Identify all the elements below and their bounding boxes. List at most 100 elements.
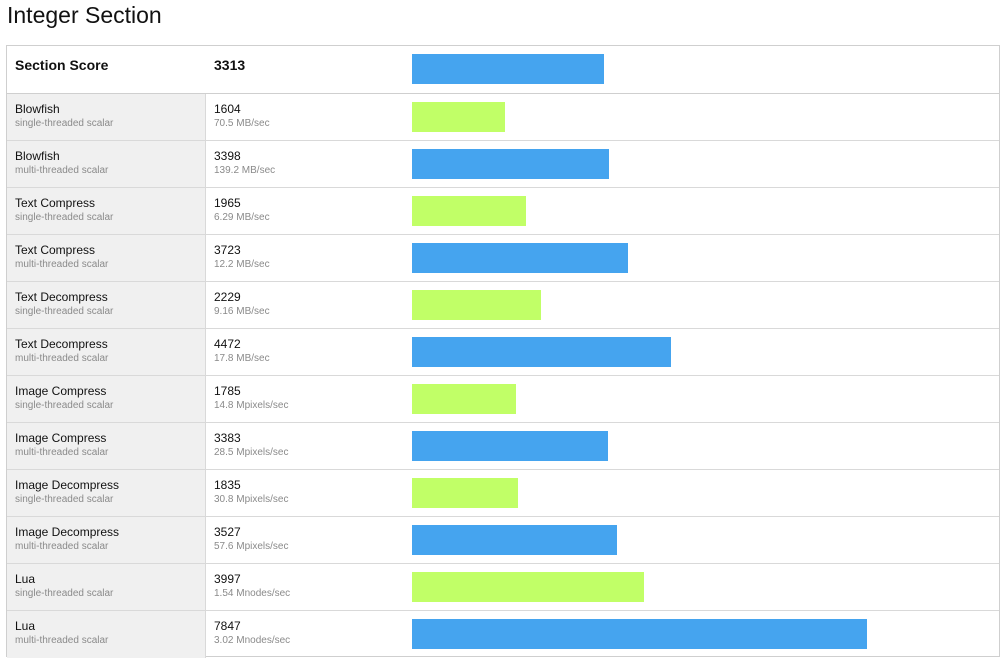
section-score-bar-cell bbox=[412, 46, 999, 93]
section-score-bar bbox=[412, 54, 604, 84]
workload-score-cell: 3723 12.2 MB/sec bbox=[206, 235, 406, 281]
workload-row-lua-single: Lua single-threaded scalar 3997 1.54 Mnodes… bbox=[7, 564, 999, 611]
workload-bar-cell bbox=[412, 94, 999, 140]
workload-bar-cell bbox=[412, 188, 999, 234]
workload-name: Text Compress bbox=[15, 243, 96, 257]
workload-score: 3997 bbox=[214, 572, 241, 586]
workload-name-cell: Image Decompress single-threaded scalar bbox=[7, 470, 206, 516]
workload-name-cell: Image Compress multi-threaded scalar bbox=[7, 423, 206, 469]
workload-name: Image Compress bbox=[15, 384, 107, 398]
score-bar-image-compress-single bbox=[412, 384, 516, 414]
workload-name-cell: Text Decompress single-threaded scalar bbox=[7, 282, 206, 328]
workload-rate: 6.29 MB/sec bbox=[214, 212, 270, 223]
workload-score: 3383 bbox=[214, 431, 241, 445]
score-bar-image-decompress-multi bbox=[412, 525, 617, 555]
workload-mode: multi-threaded scalar bbox=[15, 259, 109, 270]
workload-bar-cell bbox=[412, 376, 999, 422]
workload-name-cell: Text Compress multi-threaded scalar bbox=[7, 235, 206, 281]
workload-row-blowfish-single: Blowfish single-threaded scalar 1604 70.5 M… bbox=[7, 94, 999, 141]
workload-name-cell: Lua single-threaded scalar bbox=[7, 564, 206, 610]
workload-score: 3723 bbox=[214, 243, 241, 257]
section-score-label-cell: Section Score bbox=[7, 46, 206, 93]
workload-mode: multi-threaded scalar bbox=[15, 447, 109, 458]
workload-bar-cell bbox=[412, 470, 999, 516]
workload-name: Blowfish bbox=[15, 149, 60, 163]
workload-row-blowfish-multi: Blowfish multi-threaded scalar 3398 139.2 M… bbox=[7, 141, 999, 188]
workload-score: 1785 bbox=[214, 384, 241, 398]
workload-row-lua-multi: Lua multi-threaded scalar 7847 3.02 Mnodes/… bbox=[7, 611, 999, 658]
workload-rate: 28.5 Mpixels/sec bbox=[214, 447, 289, 458]
workload-score-cell: 4472 17.8 MB/sec bbox=[206, 329, 406, 375]
workload-rate: 14.8 Mpixels/sec bbox=[214, 400, 289, 411]
workload-rate: 139.2 MB/sec bbox=[214, 165, 276, 176]
workload-name: Lua bbox=[15, 572, 36, 586]
workload-name: Text Decompress bbox=[15, 337, 108, 351]
workload-name: Image Compress bbox=[15, 431, 107, 445]
workload-score-cell: 3398 139.2 MB/sec bbox=[206, 141, 406, 187]
workload-name: Blowfish bbox=[15, 102, 60, 116]
workload-mode: multi-threaded scalar bbox=[15, 165, 109, 176]
workload-row-text-compress-single: Text Compress single-threaded scalar 1965 6… bbox=[7, 188, 999, 235]
workload-score-cell: 1604 70.5 MB/sec bbox=[206, 94, 406, 140]
workload-score: 1835 bbox=[214, 478, 241, 492]
workload-mode: single-threaded scalar bbox=[15, 400, 114, 411]
score-bar-blowfish-single bbox=[412, 102, 505, 132]
workload-row-text-compress-multi: Text Compress multi-threaded scalar 3723 12… bbox=[7, 235, 999, 282]
workload-score-cell: 3383 28.5 Mpixels/sec bbox=[206, 423, 406, 469]
workload-name-cell: Text Decompress multi-threaded scalar bbox=[7, 329, 206, 375]
workload-row-text-decompress-single: Text Decompress single-threaded scalar 222… bbox=[7, 282, 999, 329]
workload-row-text-decompress-multi: Text Decompress multi-threaded scalar 4472… bbox=[7, 329, 999, 376]
workload-name-cell: Lua multi-threaded scalar bbox=[7, 611, 206, 658]
section-score-value: 3313 bbox=[214, 57, 246, 73]
workload-score-cell: 1835 30.8 Mpixels/sec bbox=[206, 470, 406, 516]
score-bar-image-decompress-single bbox=[412, 478, 518, 508]
workload-mode: multi-threaded scalar bbox=[15, 635, 109, 646]
section-score-label: Section Score bbox=[15, 57, 109, 73]
workload-rate: 57.6 Mpixels/sec bbox=[214, 541, 289, 552]
workload-score: 3527 bbox=[214, 525, 241, 539]
workload-score: 4472 bbox=[214, 337, 241, 351]
workload-bar-cell bbox=[412, 517, 999, 563]
workload-bar-cell bbox=[412, 282, 999, 328]
workload-mode: single-threaded scalar bbox=[15, 588, 114, 599]
workload-name-cell: Image Decompress multi-threaded scalar bbox=[7, 517, 206, 563]
workload-rate: 1.54 Mnodes/sec bbox=[214, 588, 291, 599]
section-score-value-cell: 3313 bbox=[206, 46, 406, 93]
score-bar-lua-single bbox=[412, 572, 644, 602]
workload-score-cell: 7847 3.02 Mnodes/sec bbox=[206, 611, 406, 658]
workload-rate: 12.2 MB/sec bbox=[214, 259, 270, 270]
score-bar-text-compress-single bbox=[412, 196, 526, 226]
workload-rate: 9.16 MB/sec bbox=[214, 306, 270, 317]
workload-name-cell: Blowfish single-threaded scalar bbox=[7, 94, 206, 140]
workload-bar-cell bbox=[412, 329, 999, 375]
workload-rate: 70.5 MB/sec bbox=[214, 118, 270, 129]
score-bar-blowfish-multi bbox=[412, 149, 609, 179]
workload-row-image-compress-single: Image Compress single-threaded scalar 1785… bbox=[7, 376, 999, 423]
workload-name-cell: Image Compress single-threaded scalar bbox=[7, 376, 206, 422]
workload-name: Text Decompress bbox=[15, 290, 108, 304]
workload-mode: single-threaded scalar bbox=[15, 212, 114, 223]
workload-name: Image Decompress bbox=[15, 525, 120, 539]
workload-rate: 17.8 MB/sec bbox=[214, 353, 270, 364]
score-bar-text-compress-multi bbox=[412, 243, 628, 273]
workload-score-cell: 2229 9.16 MB/sec bbox=[206, 282, 406, 328]
workload-name-cell: Text Compress single-threaded scalar bbox=[7, 188, 206, 234]
workload-mode: multi-threaded scalar bbox=[15, 541, 109, 552]
workload-score-cell: 1965 6.29 MB/sec bbox=[206, 188, 406, 234]
workload-name: Text Compress bbox=[15, 196, 96, 210]
workload-score-cell: 3997 1.54 Mnodes/sec bbox=[206, 564, 406, 610]
workload-mode: single-threaded scalar bbox=[15, 118, 114, 129]
workload-bar-cell bbox=[412, 423, 999, 469]
workload-mode: single-threaded scalar bbox=[15, 494, 114, 505]
workload-name: Image Decompress bbox=[15, 478, 120, 492]
workload-score: 3398 bbox=[214, 149, 241, 163]
workload-rate: 30.8 Mpixels/sec bbox=[214, 494, 289, 505]
workload-bar-cell bbox=[412, 141, 999, 187]
workload-row-image-decompress-single: Image Decompress single-threaded scalar 18… bbox=[7, 470, 999, 517]
score-bar-image-compress-multi bbox=[412, 431, 608, 461]
workload-name-cell: Blowfish multi-threaded scalar bbox=[7, 141, 206, 187]
workload-bar-cell bbox=[412, 564, 999, 610]
workload-score: 2229 bbox=[214, 290, 241, 304]
workload-rate: 3.02 Mnodes/sec bbox=[214, 635, 291, 646]
workload-row-image-decompress-multi: Image Decompress multi-threaded scalar 352… bbox=[7, 517, 999, 564]
